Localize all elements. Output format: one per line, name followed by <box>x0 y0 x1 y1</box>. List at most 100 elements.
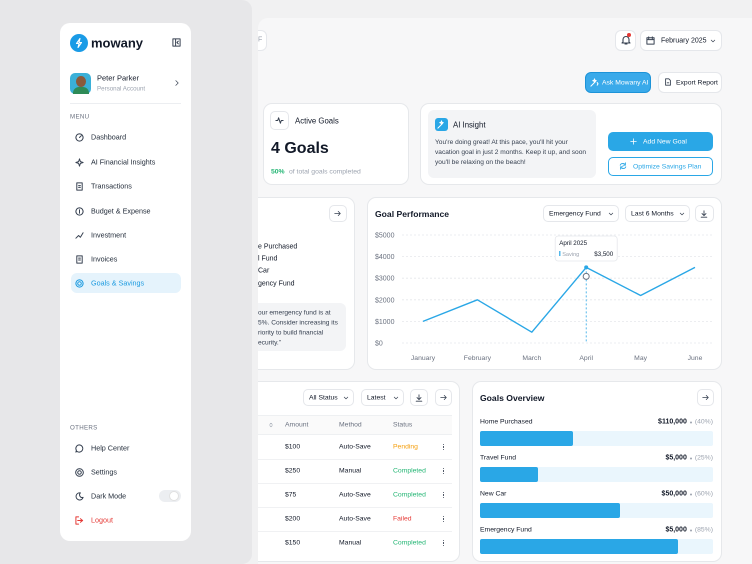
calendar-icon-glyph <box>646 36 655 45</box>
cell-status: Pending <box>393 443 418 451</box>
progress-bar <box>480 467 539 482</box>
button-text: Ask Mowany AI <box>602 79 649 87</box>
menu-text: Help Center <box>91 443 130 453</box>
button-text: Optimize Savings Plan <box>633 163 702 170</box>
kebab-dot[interactable] <box>442 472 444 475</box>
dropdown-chevron <box>679 212 685 216</box>
download-icon-glyph <box>700 210 708 218</box>
menu-icon <box>75 467 84 477</box>
kebab-dot[interactable] <box>442 467 444 470</box>
separator-dot <box>689 421 692 423</box>
calendar-icon <box>646 36 655 45</box>
search-box[interactable] <box>258 30 267 51</box>
menu-item[interactable] <box>71 249 181 269</box>
kebab-dot[interactable] <box>442 494 444 496</box>
dropdown-chevron-glyph <box>679 212 685 216</box>
menu-icon <box>75 515 84 525</box>
separator-dot <box>689 529 692 531</box>
export-button[interactable] <box>658 72 722 93</box>
arrow-icon-glyph <box>334 211 341 216</box>
menu-text: Settings <box>91 467 117 477</box>
menu-label: MENU <box>70 113 90 121</box>
cell-method: Manual <box>339 467 362 475</box>
note-line: our emergency fund is at <box>258 309 331 317</box>
kebab-dot[interactable] <box>442 448 444 451</box>
goal-amount-row: $5,000 (85%) <box>665 527 713 534</box>
goal-amount: $5,000 <box>665 454 687 462</box>
arrow-icon <box>334 211 341 216</box>
kebab-dot[interactable] <box>442 515 444 518</box>
dropdown-chevron <box>343 396 349 400</box>
goal-percent: (60%) <box>694 490 713 498</box>
refresh-icon-glyph <box>619 162 627 170</box>
note-box <box>258 303 346 351</box>
menu-text: Transactions <box>91 181 132 191</box>
date-picker[interactable] <box>640 30 722 51</box>
goal-performance-card <box>367 197 722 370</box>
goal-amount: $110,000 <box>658 418 687 426</box>
menu-icon-glyph <box>75 157 84 167</box>
menu-icon-glyph <box>75 491 84 501</box>
bell-icon-glyph <box>621 36 631 45</box>
optimize-button[interactable] <box>608 157 713 176</box>
filter-text: All Status <box>309 394 338 401</box>
add-goal-button[interactable] <box>608 132 713 151</box>
download-icon-glyph <box>415 394 423 402</box>
sort-icon-glyph <box>269 422 273 428</box>
menu-icon-glyph <box>75 515 84 525</box>
column-header: Method <box>339 421 362 429</box>
menu-item[interactable] <box>71 462 181 482</box>
search-text: F <box>258 36 263 44</box>
menu-icon-glyph <box>75 467 84 477</box>
plus-icon-glyph <box>630 138 637 145</box>
separator-dot <box>689 457 692 459</box>
menu-item[interactable] <box>71 510 181 530</box>
goal-list-item: e Purchased <box>258 243 298 251</box>
profile-chevron <box>175 80 179 86</box>
kebab-dot[interactable] <box>442 443 444 446</box>
profile-chevron-glyph <box>175 80 179 86</box>
kebab-dot[interactable] <box>442 539 444 542</box>
goal-name: New Car <box>480 490 507 498</box>
pulse-icon-glyph <box>275 117 284 124</box>
kebab-dot[interactable] <box>442 470 444 472</box>
cell-method: Auto-Save <box>339 515 371 523</box>
range-dropdown[interactable] <box>625 205 690 222</box>
dropdown-chevron <box>608 212 614 216</box>
card-title: Active Goals <box>295 116 339 126</box>
kebab-dot[interactable] <box>442 491 444 494</box>
download-button[interactable] <box>695 205 714 222</box>
kebab-dot[interactable] <box>442 518 444 520</box>
menu-icon-glyph <box>76 181 83 191</box>
kebab-dot[interactable] <box>442 446 444 448</box>
arrow-icon-glyph <box>440 395 447 400</box>
brand-bolt-glyph <box>75 37 83 49</box>
kebab-dot[interactable] <box>442 544 444 547</box>
filter-dropdown[interactable] <box>543 205 619 222</box>
menu-text: Investment <box>91 230 127 240</box>
active-goals-card <box>263 103 409 185</box>
goal-amount-row: $50,000 (60%) <box>662 491 713 498</box>
kebab-dot[interactable] <box>442 520 444 523</box>
toggle-knob <box>169 491 179 501</box>
goal-percent: (85%) <box>694 526 713 534</box>
menu-text: Budget & Expense <box>91 206 151 216</box>
row-divider <box>258 459 452 460</box>
kebab-dot[interactable] <box>442 542 444 544</box>
filter-text: Last 6 Months <box>631 210 674 217</box>
insight-glyph-glyph <box>437 120 444 129</box>
ai-icon-glyph <box>590 78 599 87</box>
sort-filter[interactable] <box>361 389 404 406</box>
ask-ai-button[interactable] <box>585 72 651 93</box>
goal-list-item: gency Fund <box>258 280 295 288</box>
date-chevron-glyph <box>710 39 716 43</box>
kebab-dot[interactable] <box>442 496 444 499</box>
refresh-icon <box>619 162 627 170</box>
status-filter[interactable] <box>303 389 354 406</box>
menu-icon <box>75 278 84 288</box>
menu-icon-glyph <box>75 278 84 288</box>
menu-item[interactable] <box>71 273 181 293</box>
insight-message: You're doing great! At this pace, you'll… <box>435 139 587 166</box>
